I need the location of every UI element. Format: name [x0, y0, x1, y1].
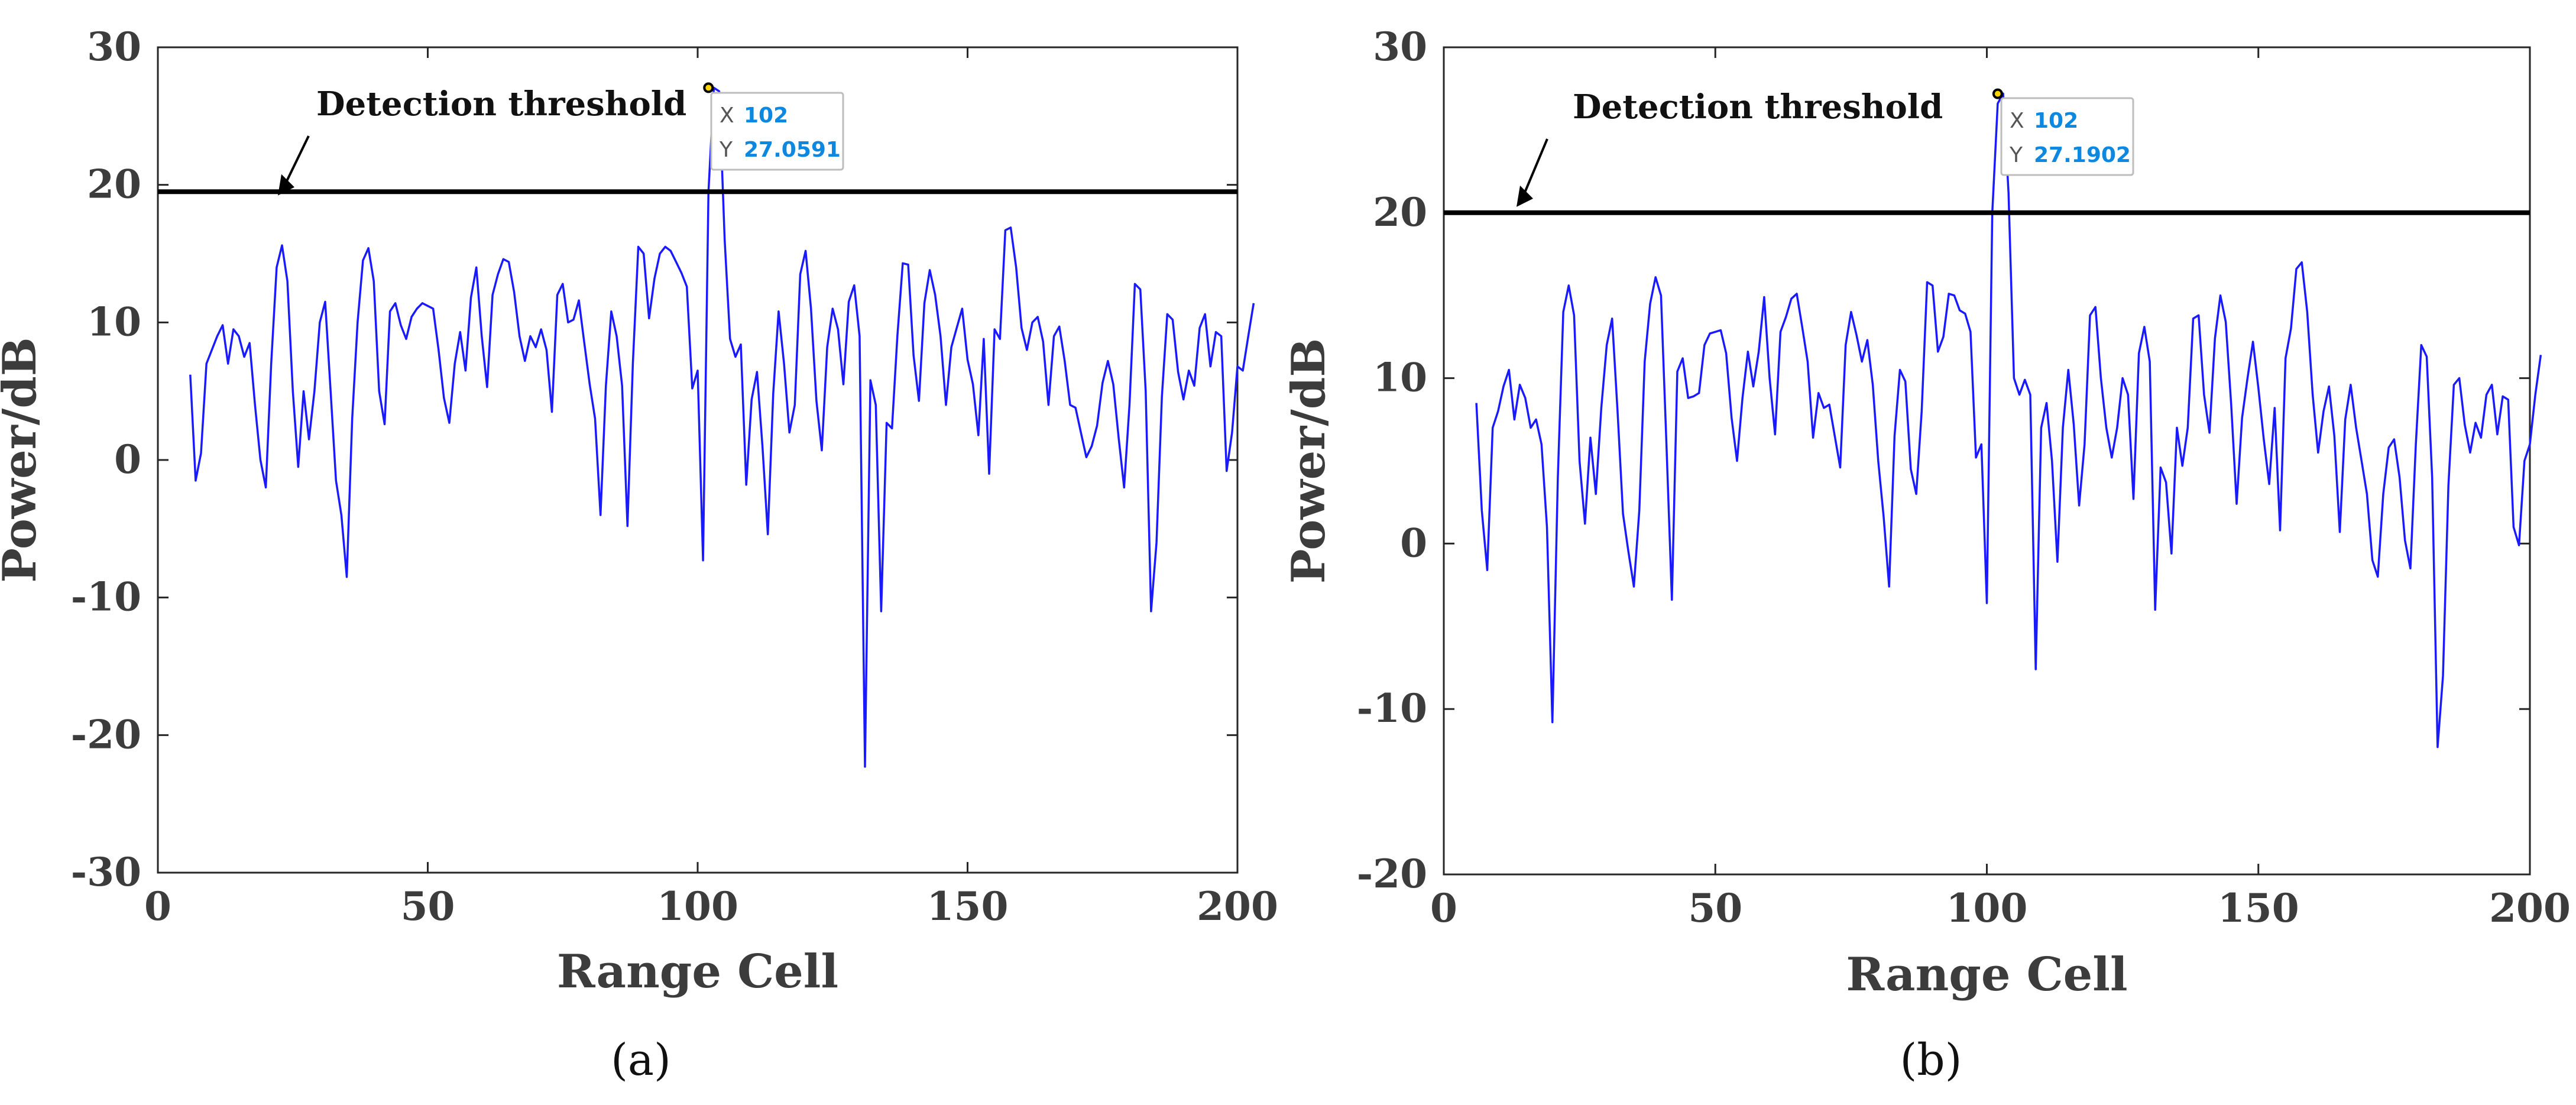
annotation-arrow-head — [1517, 185, 1533, 207]
y-tick-label: 0 — [1400, 520, 1427, 566]
x-tick-label: 0 — [1430, 885, 1457, 931]
datatip-marker — [703, 82, 714, 93]
x-axis-label: Range Cell — [1846, 948, 2127, 1002]
x-tick-label: 100 — [1946, 885, 2028, 931]
x-tick-label: 200 — [2489, 885, 2571, 931]
y-tick-label: -20 — [1357, 851, 1427, 897]
datatip-x-key: X — [2010, 109, 2024, 133]
x-tick-label: 150 — [927, 883, 1009, 929]
threshold-label: Detection threshold — [316, 85, 686, 124]
plot-frame — [1443, 46, 2531, 876]
threshold-label: Detection threshold — [1573, 88, 1943, 127]
datatip-x-value: 102 — [744, 103, 788, 128]
panel-letter-label: (b) — [1900, 1035, 1962, 1085]
y-tick-label: -30 — [71, 849, 141, 895]
x-tick-label: 100 — [657, 883, 738, 929]
plot-area-b: 0 50 100 150 200 -20 -10 0 10 20 30 Range Cell Power… — [1282, 24, 2571, 1085]
y-tick-label: 10 — [87, 299, 141, 345]
y-tick-label: -20 — [71, 711, 141, 757]
datatip-y-key: Y — [2009, 143, 2023, 167]
plot-frame — [157, 46, 1239, 874]
y-axis-label: Power/dB — [1282, 338, 1336, 584]
datatip-x-key: X — [720, 103, 734, 128]
datatip-y-value: 27.1902 — [2034, 143, 2131, 167]
y-tick-label: 30 — [1373, 24, 1427, 70]
x-axis-label: Range Cell — [557, 945, 838, 999]
chart-panel-b: 0 50 100 150 200 -20 -10 0 10 20 30 Range Cell Power… — [1282, 24, 2571, 1085]
series-line — [1475, 92, 2542, 748]
datatip-box — [2000, 97, 2134, 176]
x-tick-label: 200 — [1197, 883, 1278, 929]
annotation-arrow-shaft — [1520, 138, 1548, 202]
datatip-y-value: 27.0591 — [744, 138, 841, 162]
y-tick-label: -10 — [1357, 685, 1427, 731]
y-tick-label: 20 — [1373, 189, 1427, 235]
x-tick-label: 0 — [144, 883, 171, 929]
datatip-x-value: 102 — [2034, 109, 2078, 133]
datatip-marker — [1992, 88, 2003, 99]
datatip-box — [710, 92, 844, 171]
y-axis-label: Power/dB — [0, 337, 47, 582]
y-tick-label: 20 — [87, 161, 141, 208]
y-tick-label: 30 — [87, 24, 141, 70]
y-tick-label: 10 — [1373, 355, 1427, 401]
y-tick-label: -10 — [71, 574, 141, 620]
plot-area-a: 0 50 100 150 200 -30 -20 -10 0 10 20 30 Range Cell Po… — [0, 24, 1278, 1085]
panel-letter-label: (a) — [611, 1035, 671, 1085]
y-tick-label: 0 — [114, 436, 141, 482]
x-tick-label: 50 — [1688, 885, 1742, 931]
chart-panel-a: 0 50 100 150 200 -30 -20 -10 0 10 20 30 Range Cell Po… — [0, 24, 1278, 1085]
annotation-arrow-head — [278, 174, 294, 196]
datatip-y-key: Y — [719, 138, 733, 162]
x-tick-label: 50 — [401, 883, 455, 929]
x-tick-label: 150 — [2218, 885, 2299, 931]
